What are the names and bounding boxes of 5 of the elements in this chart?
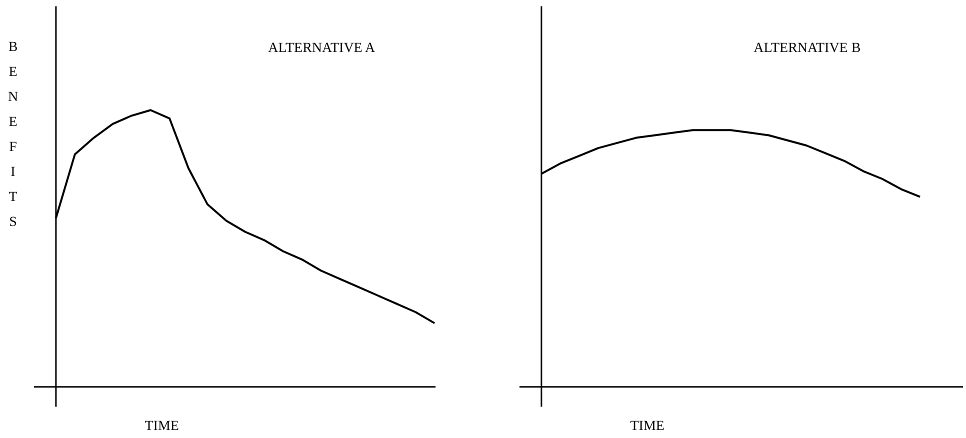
x-axis-title: TIME (144, 418, 179, 434)
chart-title: ALTERNATIVE B (754, 41, 861, 56)
x-axis-title: TIME (630, 418, 664, 434)
y-axis-title: BENEFITS (8, 40, 18, 230)
chart-title: ALTERNATIVE A (268, 41, 376, 56)
